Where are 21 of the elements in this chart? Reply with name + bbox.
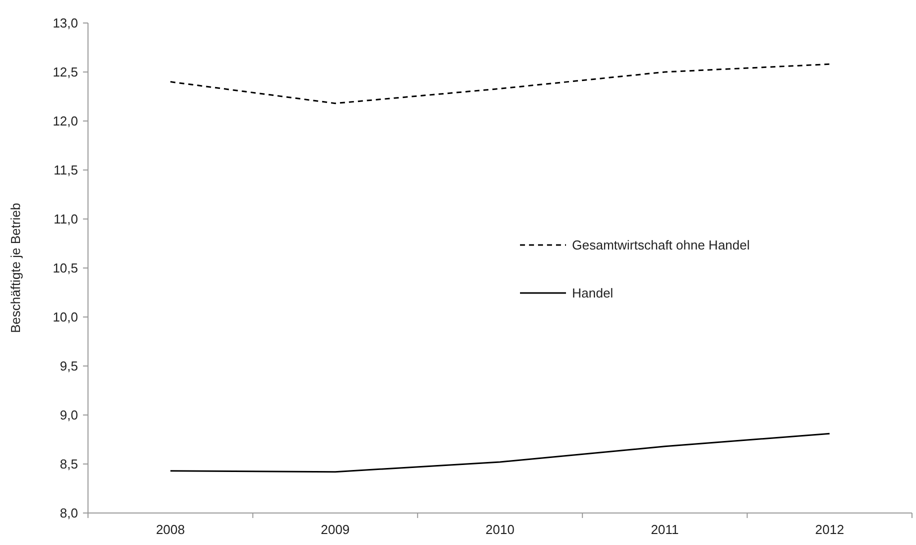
y-axis-title: Beschäftigte je Betrieb — [8, 202, 23, 334]
y-tick-label: 11,0 — [54, 212, 78, 227]
y-tick-label: 9,5 — [60, 358, 78, 374]
x-tick-label: 2011 — [650, 522, 679, 537]
legend-label: Gesamtwirtschaft ohne Handel — [572, 238, 750, 253]
y-tick-label: 11,5 — [54, 162, 78, 178]
y-tick-label: 12,0 — [52, 114, 78, 129]
legend-label: Handel — [572, 286, 614, 301]
x-tick-label: 2012 — [815, 522, 844, 537]
y-tick-label: 10,5 — [52, 260, 78, 276]
y-tick-label: 8,0 — [60, 506, 78, 521]
x-tick-label: 2009 — [320, 522, 350, 537]
y-tick-label: 10,0 — [52, 310, 78, 325]
x-tick-label: 2010 — [486, 522, 514, 537]
y-tick-label: 12,5 — [52, 64, 78, 80]
y-tick-label: 8,5 — [60, 456, 78, 472]
x-tick-label: 2008 — [156, 522, 185, 537]
line-series — [170, 63, 830, 104]
y-tick-label: 9,0 — [60, 408, 78, 423]
y-tick-label: 13,0 — [52, 16, 78, 31]
line-series — [170, 432, 830, 473]
